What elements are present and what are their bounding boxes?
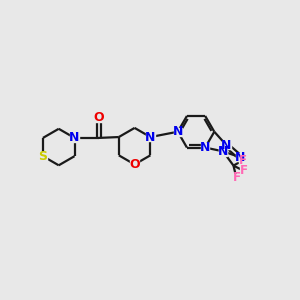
Bar	[146, 133, 154, 141]
Bar	[201, 143, 209, 152]
Text: N: N	[218, 145, 228, 158]
Bar	[240, 167, 247, 174]
Text: S: S	[38, 150, 47, 163]
Text: N: N	[235, 151, 245, 164]
Text: N: N	[200, 141, 210, 154]
Bar	[70, 134, 79, 142]
Text: F: F	[240, 164, 248, 177]
Bar	[219, 147, 227, 156]
Bar	[233, 174, 240, 182]
Text: O: O	[129, 158, 140, 171]
Bar	[94, 113, 103, 122]
Bar	[219, 147, 227, 155]
Text: F: F	[232, 172, 240, 184]
Bar	[39, 152, 47, 160]
Bar	[239, 157, 246, 164]
Bar	[174, 128, 182, 136]
Text: F: F	[239, 154, 247, 167]
Bar	[222, 141, 231, 149]
Text: N: N	[69, 131, 80, 144]
Text: N: N	[172, 125, 183, 138]
Text: O: O	[93, 111, 104, 124]
Text: N: N	[221, 139, 232, 152]
Text: N: N	[145, 130, 156, 143]
Bar	[130, 160, 139, 169]
Bar	[236, 153, 244, 161]
